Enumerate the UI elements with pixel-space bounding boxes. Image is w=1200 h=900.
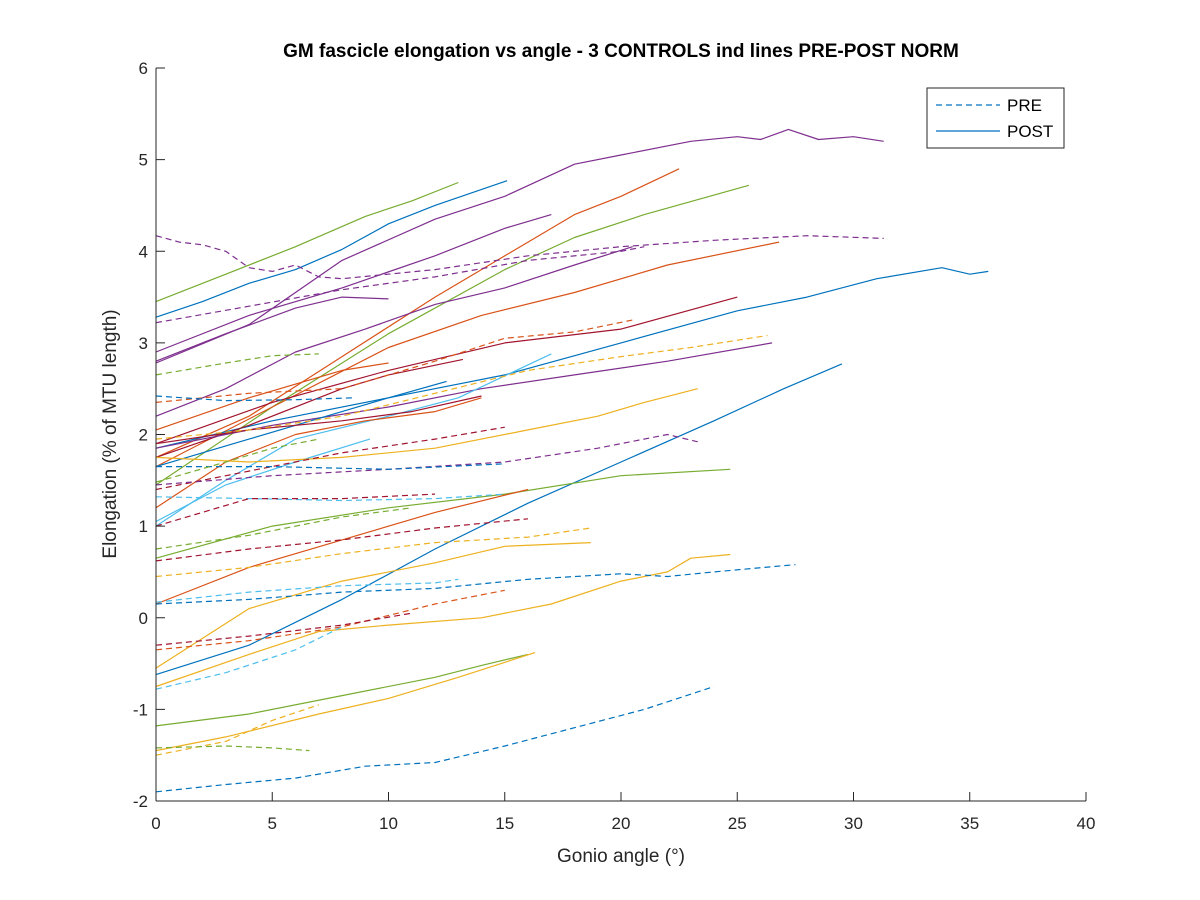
pre-series-line-42	[155, 578, 459, 603]
y-tick-label: 6	[139, 59, 148, 78]
pre-series-line-43	[155, 564, 796, 605]
legend-label-post: POST	[1007, 122, 1053, 141]
post-series-line-5	[155, 214, 552, 353]
pre-series-line-35	[156, 463, 505, 470]
post-series-line-19	[155, 388, 698, 463]
y-tick-label: -2	[133, 792, 148, 811]
post-series-line-18	[155, 438, 371, 523]
pre-series-line-34	[155, 433, 698, 486]
y-tick-label: 5	[139, 151, 148, 170]
pre-series-line-41	[155, 527, 591, 578]
pre-series-line-45	[155, 612, 412, 646]
x-tick-label: 10	[379, 814, 398, 833]
post-series-line-16	[155, 397, 482, 509]
post-series-line-26	[155, 652, 536, 752]
y-tick-label: -1	[133, 700, 148, 719]
post-series-line-15	[155, 380, 447, 468]
x-tick-label: 35	[960, 814, 979, 833]
x-tick-label: 30	[844, 814, 863, 833]
post-series-line-13	[155, 342, 773, 449]
pre-series-line-32	[155, 395, 354, 402]
pre-series-line-30	[155, 319, 633, 403]
post-series-line-11	[155, 362, 389, 431]
pre-series-line-44	[155, 589, 505, 651]
x-ticks: 0 5 10 15 20 25 30 35 40	[151, 792, 1095, 833]
post-series-line-1	[155, 168, 680, 458]
legend: PRE POST	[926, 87, 1065, 149]
y-tick-label: 4	[139, 242, 148, 261]
pre-series-line-48	[155, 745, 310, 752]
y-tick-label: 2	[139, 426, 148, 445]
pre-series-line-29	[155, 353, 319, 376]
post-series-line-6	[155, 241, 780, 468]
post-series-line-14	[155, 353, 552, 527]
pre-series-line-40	[155, 518, 529, 562]
y-tick-label: 1	[139, 517, 148, 536]
post-series-line-9	[155, 296, 738, 445]
y-tick-label: 3	[139, 334, 148, 353]
post-series-line-10	[155, 267, 989, 449]
x-tick-label: 15	[495, 814, 514, 833]
post-series-line-8	[155, 296, 389, 362]
y-ticks: -2 -1 0 1 2 3 4 5 6	[133, 59, 165, 811]
pre-series-line-39	[155, 507, 412, 550]
series-layer	[155, 128, 989, 793]
pre-series-line-37	[155, 493, 505, 502]
x-tick-label: 5	[268, 814, 277, 833]
post-series-line-7	[155, 246, 633, 417]
post-series-line-0	[155, 128, 884, 364]
post-series-line-20	[155, 363, 843, 676]
post-series-line-22	[155, 488, 529, 605]
plot-area	[156, 68, 1086, 801]
x-tick-label: 25	[728, 814, 747, 833]
post-series-line-4	[155, 180, 508, 318]
post-series-line-3	[155, 181, 459, 303]
chart-title: GM fascicle elongation vs angle - 3 CONT…	[283, 41, 959, 62]
pre-series-line-33	[155, 426, 505, 491]
pre-series-line-38	[155, 493, 436, 527]
x-tick-label: 20	[612, 814, 631, 833]
x-axis-label: Gonio angle (°)	[557, 846, 685, 867]
pre-series-line-47	[155, 704, 319, 756]
post-series-line-23	[155, 542, 591, 669]
x-tick-label: 40	[1077, 814, 1096, 833]
pre-series-line-46	[155, 626, 343, 690]
post-series-line-25	[155, 653, 529, 727]
pre-series-line-49	[155, 685, 715, 793]
legend-label-pre: PRE	[1007, 96, 1042, 115]
post-series-line-24	[155, 553, 731, 688]
pre-series-line-28	[155, 246, 645, 324]
y-tick-label: 0	[139, 609, 148, 628]
pre-series-line-27	[155, 235, 884, 280]
x-tick-label: 0	[151, 814, 160, 833]
pre-series-line-36	[155, 438, 319, 483]
y-axis-label: Elongation (% of MTU length)	[100, 309, 121, 558]
post-series-line-21	[155, 468, 731, 559]
pre-series-line-31	[155, 334, 768, 440]
legend-box	[926, 87, 1065, 149]
post-series-line-17	[155, 395, 482, 445]
